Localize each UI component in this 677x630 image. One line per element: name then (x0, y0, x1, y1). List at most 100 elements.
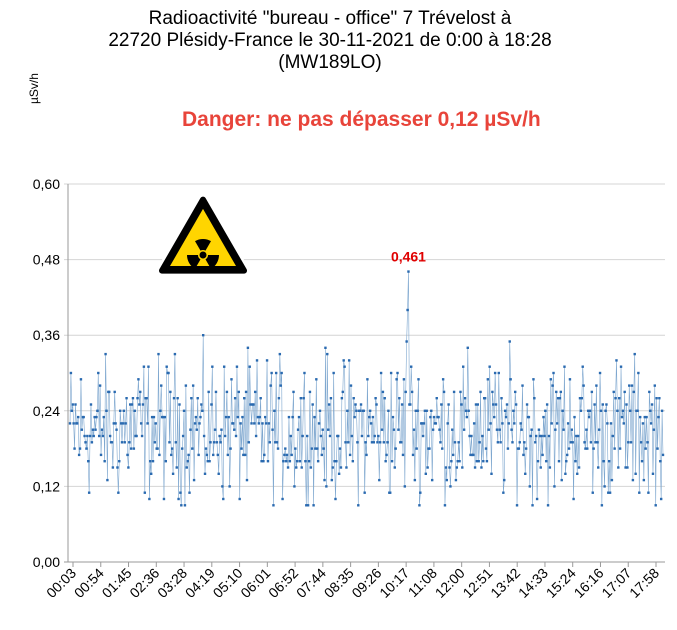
data-point (239, 422, 242, 425)
data-point (587, 415, 591, 419)
data-point (97, 371, 100, 375)
data-point (115, 428, 118, 431)
data-point (142, 365, 146, 368)
data-point (311, 403, 314, 406)
data-point (332, 371, 335, 375)
data-point (491, 390, 494, 394)
data-point (659, 497, 663, 501)
data-point (220, 428, 223, 431)
data-point (555, 422, 559, 425)
data-point (87, 491, 91, 494)
data-point (253, 390, 257, 394)
data-point (368, 409, 372, 412)
data-point (390, 460, 394, 463)
data-point (106, 478, 109, 482)
data-point (411, 453, 415, 457)
data-point (186, 460, 189, 463)
data-point (173, 352, 177, 356)
data-point (170, 447, 174, 450)
data-point (488, 365, 491, 368)
data-point (522, 453, 525, 457)
data-point (243, 453, 247, 457)
data-point (82, 415, 85, 419)
data-point (511, 441, 514, 444)
data-point (545, 460, 548, 463)
data-point (306, 504, 310, 507)
data-point (255, 359, 259, 362)
data-point (415, 447, 418, 450)
data-point (212, 441, 216, 444)
data-point (354, 403, 357, 406)
data-point (216, 453, 219, 457)
data-point (424, 472, 427, 475)
data-point (308, 390, 312, 394)
data-point (316, 447, 319, 450)
data-point (560, 478, 563, 482)
data-point (319, 434, 323, 438)
data-point (77, 453, 81, 457)
gridlines (64, 183, 665, 563)
data-point (290, 453, 293, 457)
data-point (223, 434, 227, 438)
x-tick-label: 00:03 (43, 565, 79, 601)
data-point (355, 409, 358, 412)
data-point (523, 441, 526, 444)
data-point (77, 415, 80, 419)
x-tick-label: 00:54 (71, 565, 107, 601)
data-point (176, 397, 179, 400)
chart-title: Radioactivité "bureau - office" 7 Trével… (108, 8, 552, 73)
data-point (278, 352, 282, 356)
data-point (406, 308, 409, 312)
data-point (190, 397, 193, 400)
hazard-fill (170, 208, 236, 267)
data-point (553, 485, 556, 488)
y-tick-label: 0,24 (33, 403, 60, 419)
data-point (613, 447, 616, 450)
data-point (320, 453, 323, 457)
data-point (68, 422, 72, 425)
y-axis-ticks: 0,00 0,12 0,24 0,36 0,48 0,60 (33, 176, 60, 570)
data-point (247, 441, 251, 444)
data-point (104, 352, 107, 356)
data-point (359, 403, 363, 406)
data-point (627, 441, 630, 444)
data-point (362, 409, 365, 412)
data-point (88, 434, 92, 438)
data-point (495, 428, 499, 431)
data-point (544, 409, 547, 412)
data-point (224, 415, 228, 419)
data-point (179, 491, 182, 494)
data-point (605, 403, 608, 406)
data-point (461, 466, 464, 469)
data-point (191, 384, 195, 387)
data-point (318, 409, 322, 412)
data-point (103, 460, 106, 463)
data-point (353, 415, 356, 419)
data-point (182, 409, 186, 412)
data-point (625, 403, 628, 406)
data-point (628, 409, 632, 412)
data-point (430, 478, 434, 482)
data-point (163, 415, 167, 419)
y-tick-label: 0,60 (33, 176, 60, 192)
data-point (315, 378, 318, 381)
data-point (357, 504, 360, 507)
data-point (455, 466, 459, 469)
data-point (285, 453, 289, 457)
data-point (91, 428, 95, 431)
data-point (135, 434, 138, 438)
data-point (275, 441, 279, 444)
data-point (250, 422, 253, 425)
data-point (222, 497, 225, 501)
data-point (534, 441, 537, 444)
data-point (534, 434, 538, 438)
data-point (402, 378, 406, 381)
data-point (347, 441, 350, 444)
data-point (129, 403, 132, 406)
data-point (218, 434, 221, 438)
data-point (546, 504, 550, 507)
data-point (583, 441, 586, 444)
data-point (615, 359, 618, 362)
data-point (602, 460, 605, 463)
data-point (540, 434, 543, 438)
